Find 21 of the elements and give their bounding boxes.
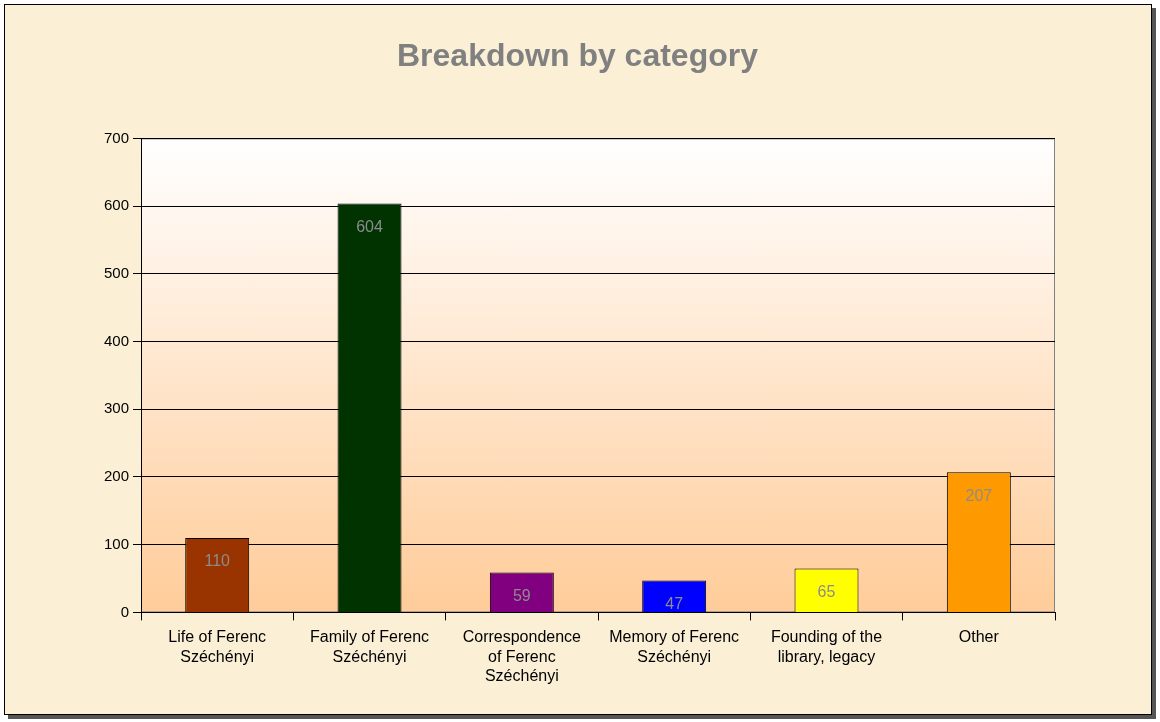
y-tick-label: 100: [104, 534, 130, 552]
y-tick-label: 300: [104, 399, 130, 417]
data-label: 604: [356, 217, 383, 235]
data-label: 110: [204, 552, 231, 570]
chart-title: Breakdown by category: [397, 37, 759, 74]
x-tick-label: Family of Ferenc Széchényi: [309, 628, 430, 665]
y-tick-label: 0: [120, 602, 130, 620]
x-tick-label: Life of Ferenc Széchényi: [168, 628, 267, 665]
x-tick-label: Memory of Ferenc Széchényi: [609, 628, 740, 665]
data-label: 207: [965, 486, 993, 504]
y-tick-label: 500: [104, 263, 130, 281]
y-tick-label: 600: [104, 196, 130, 214]
y-tick-label: 200: [104, 467, 130, 485]
data-label: 65: [817, 582, 836, 600]
y-tick-label: 400: [104, 331, 130, 349]
data-label: 47: [665, 594, 684, 612]
x-tick-label: Founding of the library, legacy: [770, 628, 883, 665]
data-label: 59: [512, 586, 531, 604]
y-tick-label: 700: [104, 128, 130, 146]
x-tick-label: Correspondence of Ferenc Széchényi: [462, 628, 582, 684]
x-tick-label: Other: [958, 628, 1000, 646]
